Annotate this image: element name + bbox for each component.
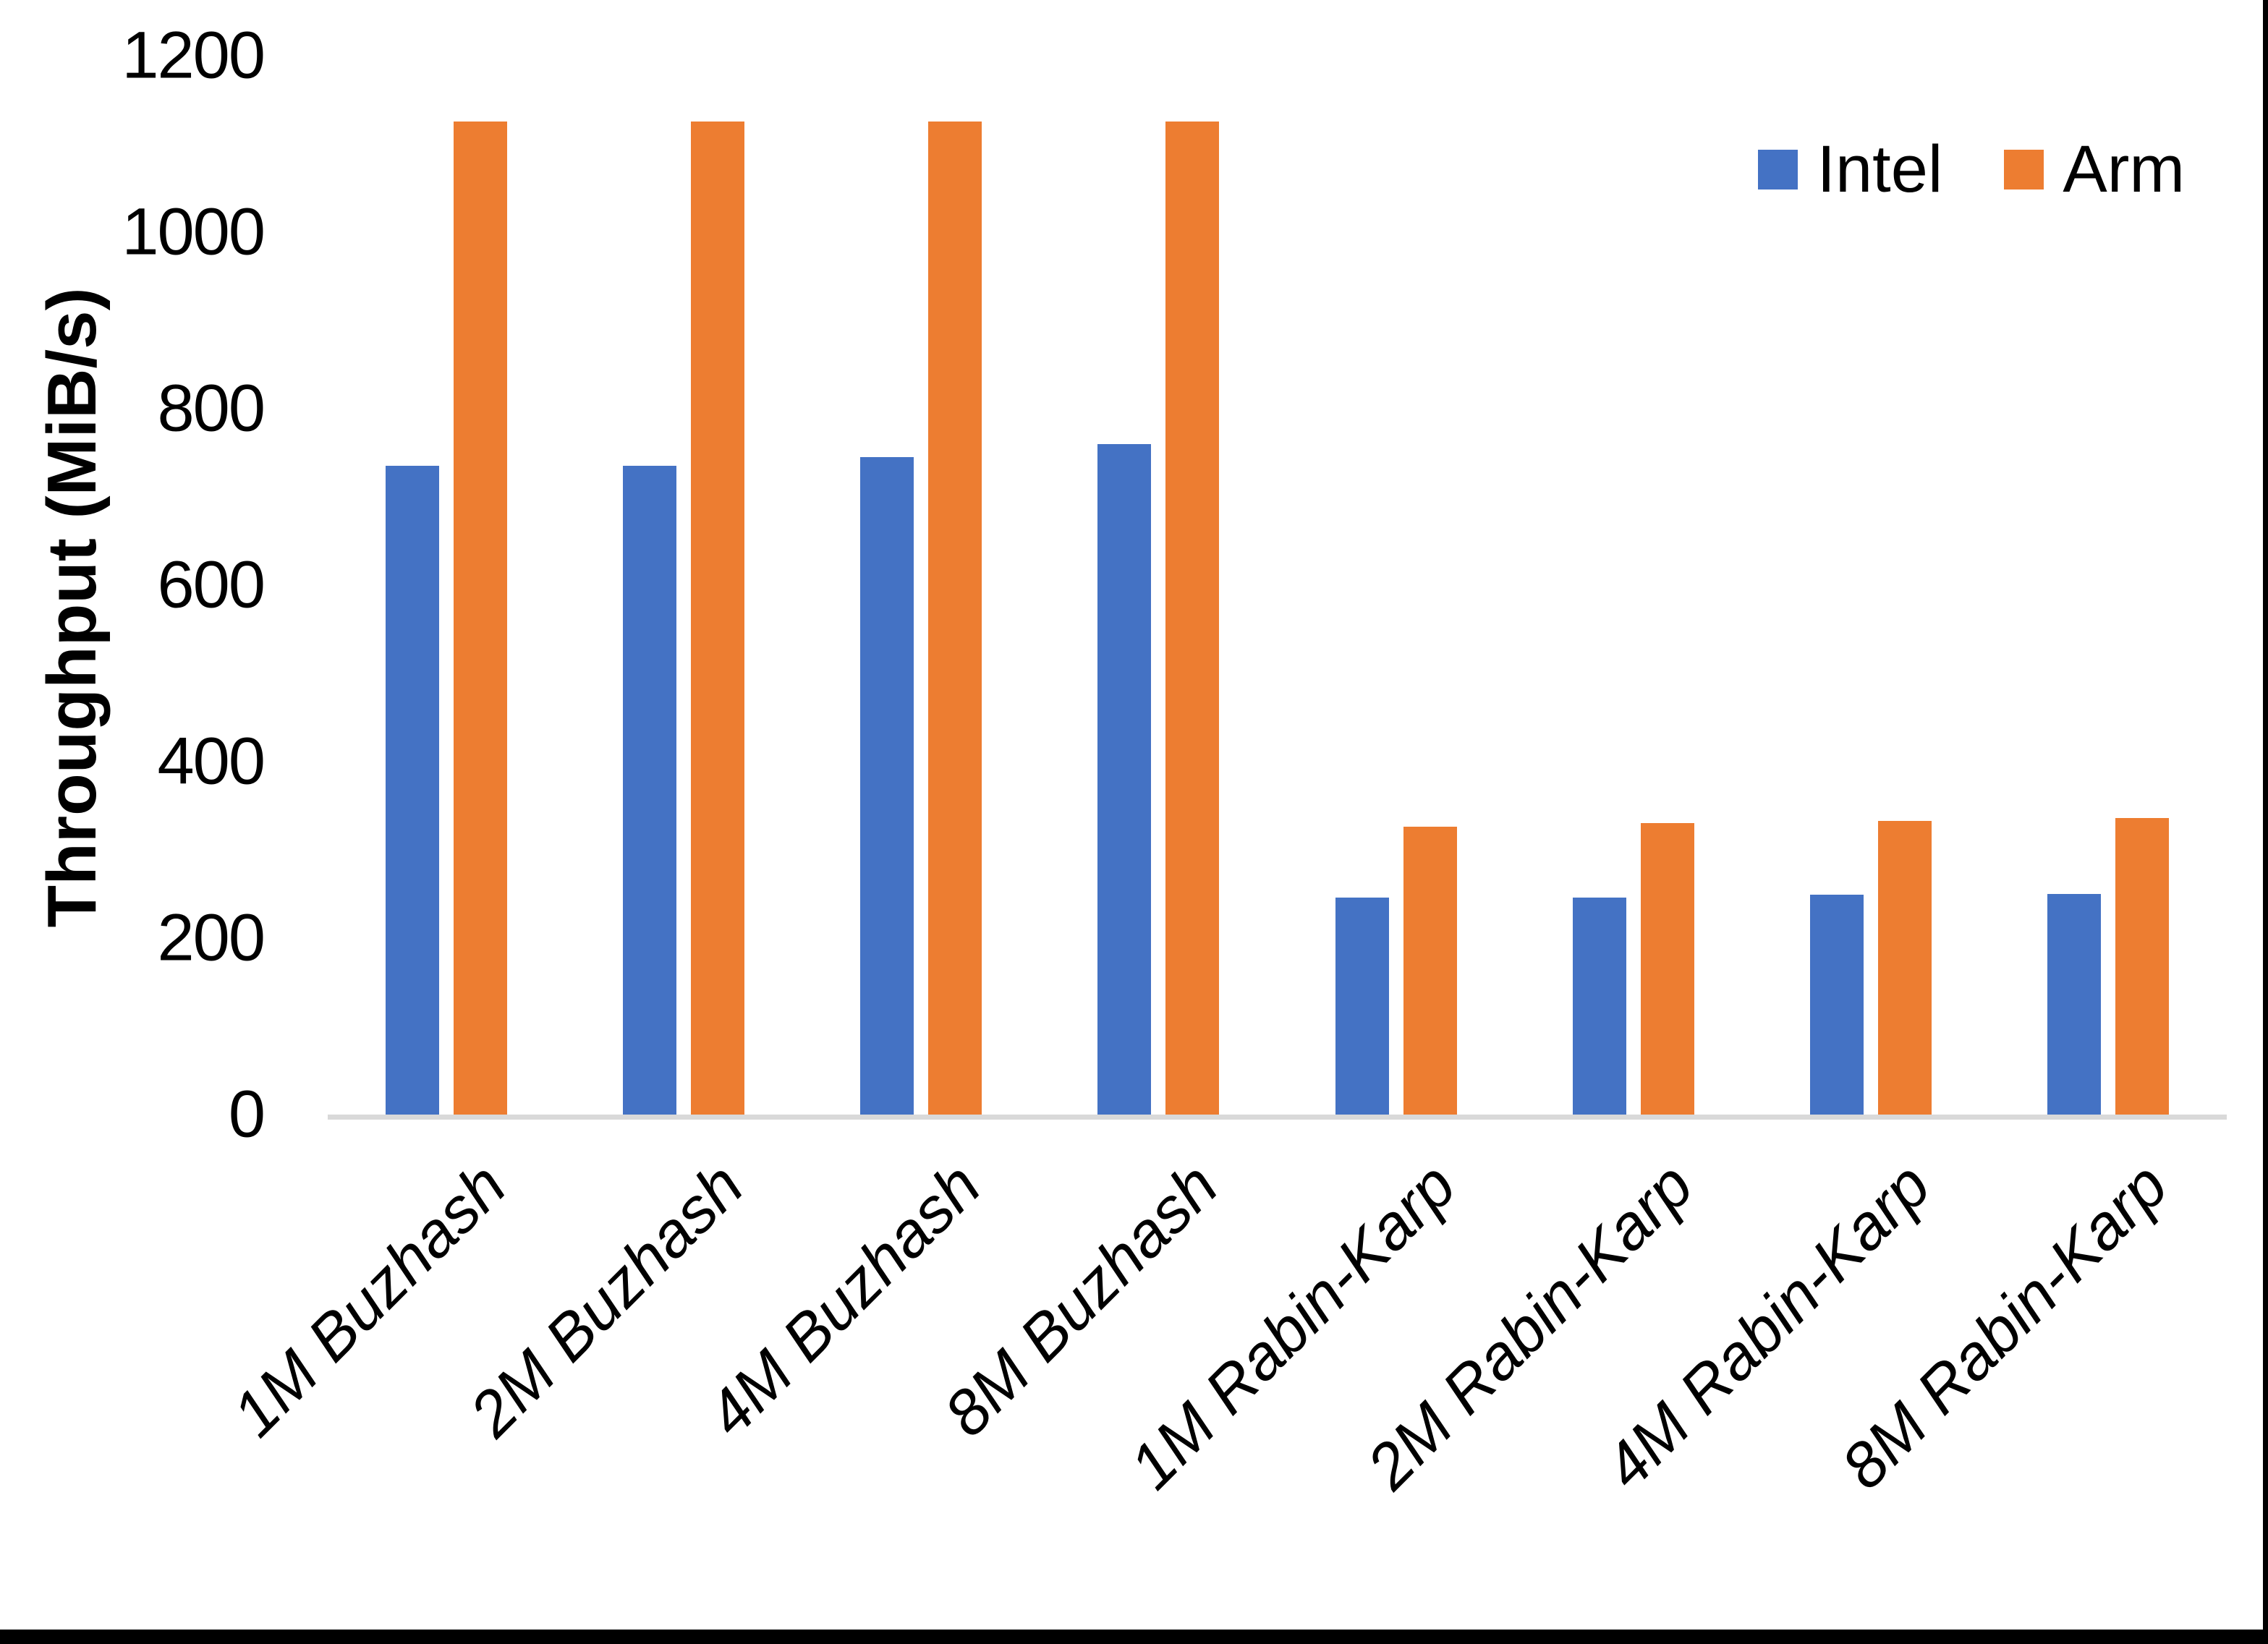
bar-intel-2m-rabin-karp	[1572, 898, 1626, 1115]
intel-series-swatch-icon	[1758, 149, 1798, 189]
legend-item-intel: Intel	[1758, 136, 1942, 203]
bar-intel-8m-rabin-karp	[2047, 894, 2101, 1115]
y-tick-label-0: 0	[228, 1077, 266, 1151]
bar-intel-1m-rabin-karp	[1335, 898, 1389, 1115]
bar-intel-8m-buzhash	[1097, 444, 1152, 1115]
y-tick-label-200: 200	[157, 900, 266, 975]
plot-area	[328, 56, 2227, 1120]
y-tick-label-1000: 1000	[122, 195, 266, 269]
bar-intel-4m-rabin-karp	[1809, 895, 1864, 1115]
window-right-edge	[2263, 0, 2268, 1644]
bar-intel-2m-buzhash	[623, 466, 677, 1115]
bar-arm-8m-buzhash	[1165, 122, 1220, 1115]
bar-intel-1m-buzhash	[386, 466, 440, 1115]
bar-arm-1m-rabin-karp	[1403, 827, 1457, 1115]
y-tick-label-600: 600	[157, 548, 266, 622]
y-axis-ticks: 0 200 400 600 800 1000 1200	[0, 0, 266, 1644]
bar-arm-2m-rabin-karp	[1640, 823, 1694, 1115]
y-tick-label-800: 800	[157, 371, 266, 446]
bar-arm-8m-rabin-karp	[2115, 818, 2169, 1115]
arm-series-swatch-icon	[2004, 149, 2044, 189]
legend-label-intel: Intel	[1817, 132, 1943, 206]
bar-arm-4m-rabin-karp	[1877, 821, 1932, 1115]
legend: Intel Arm	[1758, 136, 2185, 203]
legend-item-arm: Arm	[2004, 136, 2185, 203]
window-bottom-edge	[0, 1630, 2268, 1644]
y-tick-label-1200: 1200	[122, 18, 266, 93]
bar-intel-4m-buzhash	[860, 457, 914, 1115]
y-tick-label-400: 400	[157, 724, 266, 798]
bar-arm-4m-buzhash	[928, 122, 982, 1115]
legend-label-arm: Arm	[2063, 132, 2185, 206]
bar-arm-2m-buzhash	[691, 122, 745, 1115]
bar-arm-1m-buzhash	[454, 122, 508, 1115]
